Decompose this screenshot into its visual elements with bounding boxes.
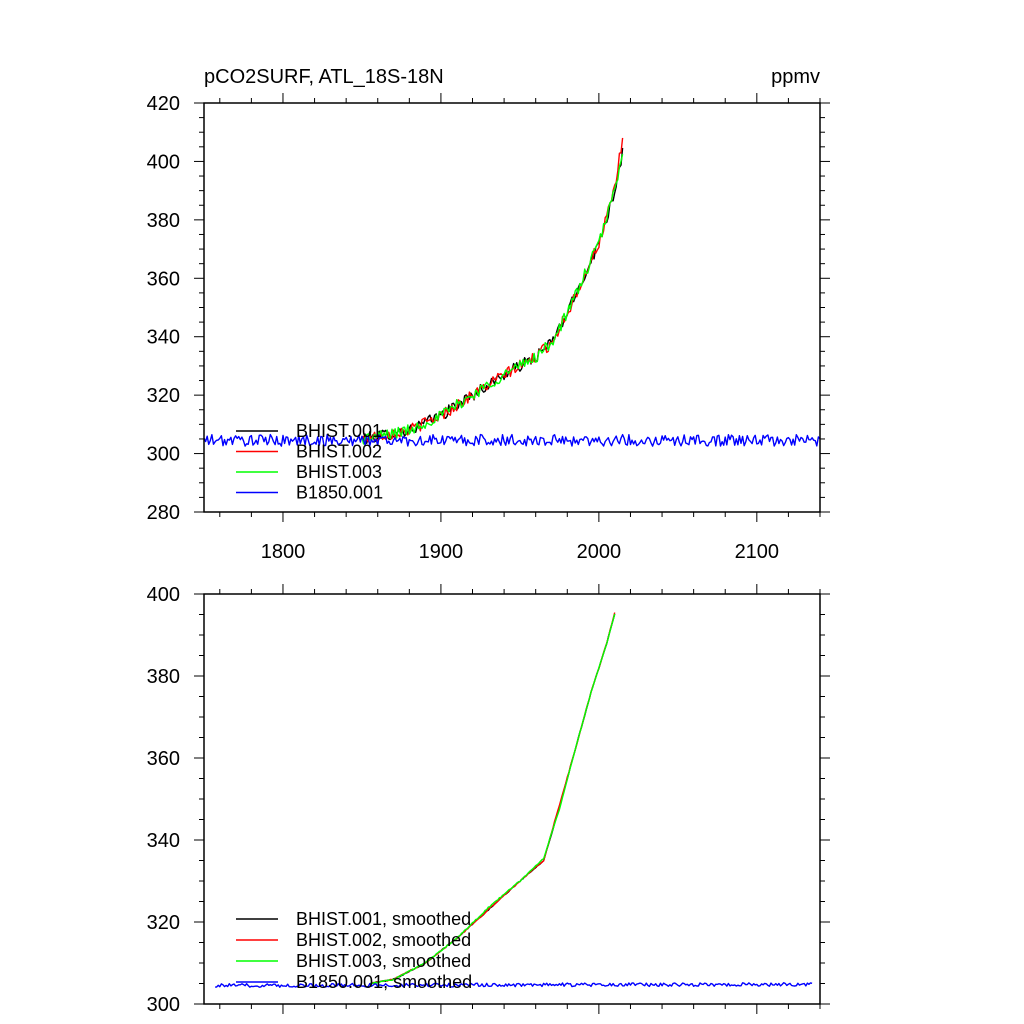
series-group (204, 137, 820, 447)
series-line-b1850-001 (204, 433, 820, 447)
y-tick-label: 400 (147, 584, 180, 606)
chart-units: ppmv (771, 66, 820, 88)
series-line-bhist-003-smoothed (369, 613, 616, 985)
legend-label: BHIST.002 (296, 442, 382, 462)
y-tick-label: 300 (147, 994, 180, 1016)
y-tick-label: 300 (147, 444, 180, 466)
legend-label: BHIST.003 (296, 462, 382, 482)
y-tick-label: 380 (147, 666, 180, 688)
x-tick-label: 2000 (577, 541, 622, 563)
series-group (215, 612, 813, 988)
y-tick-label: 380 (147, 210, 180, 232)
series-line-b1850-001-smoothed (215, 982, 813, 988)
y-tick-label: 360 (147, 268, 180, 290)
y-tick-label: 400 (147, 151, 180, 173)
legend-label: BHIST.002, smoothed (296, 930, 471, 950)
series-line-bhist-002 (361, 137, 624, 443)
series-line-bhist-001 (361, 147, 624, 444)
x-tick-label: 1800 (261, 541, 306, 563)
y-tick-label: 320 (147, 385, 180, 407)
y-tick-label: 340 (147, 830, 180, 852)
legend-label: BHIST.001, smoothed (296, 909, 471, 929)
y-tick-label: 340 (147, 327, 180, 349)
x-tick-label: 2100 (735, 541, 780, 563)
x-tick-label: 1900 (419, 541, 464, 563)
legend-label: B1850.001 (296, 483, 383, 503)
legend-label: B1850.001, smoothed (296, 972, 472, 992)
legend-label: BHIST.003, smoothed (296, 951, 471, 971)
y-tick-label: 280 (147, 502, 180, 524)
series-line-bhist-003 (361, 154, 624, 445)
y-tick-label: 420 (147, 93, 180, 115)
top-panel: 280 300 320 340 360 380 400 420 1800 1900 2000 2100… (147, 93, 830, 563)
chart-title: pCO2SURF, ATL_18S-18N (204, 66, 444, 88)
y-tick-label: 320 (147, 912, 180, 934)
y-tick-label: 360 (147, 748, 180, 770)
legend-label: BHIST.001 (296, 421, 382, 441)
